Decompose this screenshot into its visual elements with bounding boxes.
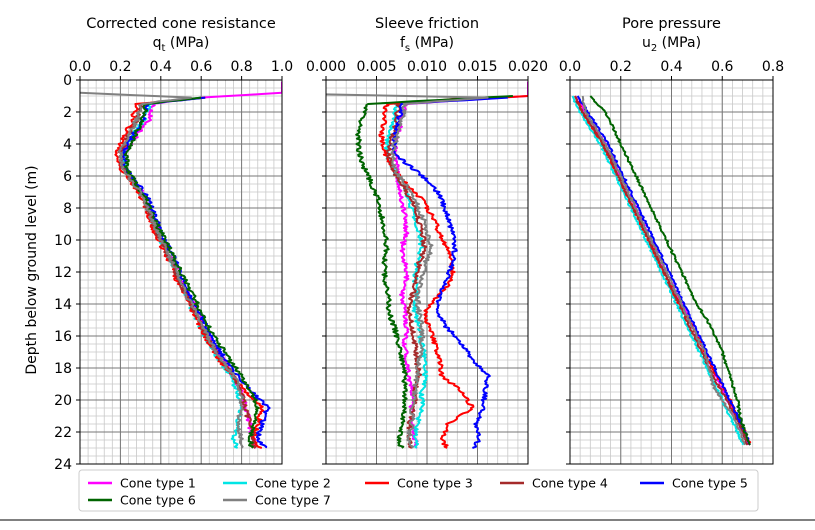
series-line-5 [576,95,751,446]
y-tick-label: 10 [54,233,72,249]
x-tick-label: 0.4 [150,59,172,75]
series-group [326,81,528,449]
x-tick-label: 0.005 [356,59,396,75]
y-tick-label: 20 [54,393,72,409]
series-line-6 [123,96,260,449]
series-line-2 [119,96,245,449]
legend-label: Cone type 3 [397,476,473,491]
series-line-6 [355,95,513,449]
x-tick-label: 1.0 [271,59,293,75]
series-line-5 [390,96,508,449]
series-line-7 [326,93,489,449]
panel-title: Sleeve friction [375,16,479,32]
y-tick-label: 22 [54,425,72,441]
panel-title: Corrected cone resistance [86,16,276,32]
x-tick-label: 0.0 [559,59,581,75]
legend-label: Cone type 1 [120,476,196,491]
x-tick-label: 0.015 [457,59,497,75]
legend-label: Cone type 4 [532,476,608,491]
panel-xlabel: fs (MPa) [400,35,454,54]
x-tick-label: 0.2 [610,59,632,75]
panel-3: 0.0 0.2 0.4 0.6 0.8 Pore pressure u2 (MPa) [559,16,784,465]
y-tick-label: 6 [63,169,72,185]
x-tick-label: 0.2 [109,59,131,75]
x-tick-label: 0.6 [190,59,212,75]
x-tick-label: 0.0 [69,59,91,75]
legend-item: Cone type 5 [640,476,748,491]
y-tick-label: 2 [63,105,72,121]
legend-item: Cone type 6 [88,493,196,508]
y-tick-label: 16 [54,329,72,345]
x-tick-label: 0.010 [407,59,447,75]
x-tick-label: 0.4 [660,59,682,75]
series-group [80,81,282,449]
series-line-7 [581,95,746,446]
legend-item: Cone type 1 [88,476,196,491]
y-tick-label: 4 [63,137,72,153]
x-tick-label: 0.8 [762,59,784,75]
panel-title: Pore pressure [622,16,721,32]
legend-item: Cone type 3 [365,476,473,491]
panel-xlabel: u2 (MPa) [642,35,701,54]
y-tick-label: 12 [54,265,72,281]
legend-label: Cone type 5 [672,476,748,491]
panel-xlabel: qt (MPa) [153,35,210,54]
series-line-4 [386,96,468,449]
x-tick-label: 0.000 [306,59,346,75]
panel-1: 0.0 0.2 0.4 0.6 0.8 1.0024681012141618202224C… [54,16,293,473]
y-tick-label: 0 [63,73,72,89]
panel-2: 0.000 0.005 0.010 0.015 0.020 Sleeve friction… [306,16,548,465]
x-tick-label: 0.6 [711,59,733,75]
series-line-7 [80,91,245,449]
series-line-6 [589,95,751,446]
series-line-4 [117,96,257,449]
legend-item: Cone type 4 [500,476,608,491]
panels: 0.0 0.2 0.4 0.6 0.8 1.0024681012141618202224C… [54,16,784,473]
legend-item: Cone type 7 [223,493,331,508]
x-tick-label: 0.8 [230,59,252,75]
series-line-1 [123,81,282,449]
x-tick-label: 0.020 [508,59,548,75]
legend-label: Cone type 7 [255,493,331,508]
y-tick-label: 24 [54,457,72,473]
y-tick-label: 8 [63,201,72,217]
legend-box [78,469,759,512]
series-group [571,95,752,446]
y-tick-label: 14 [54,297,72,313]
legend-label: Cone type 2 [255,476,331,491]
legend: Cone type 1 Cone type 2 Cone type 3 Cone ty… [78,469,759,512]
y-axis-label: Depth below ground level (m) [24,165,40,374]
series-line-3 [378,95,528,449]
y-tick-label: 18 [54,361,72,377]
legend-item: Cone type 2 [223,476,331,491]
legend-label: Cone type 6 [120,493,196,508]
